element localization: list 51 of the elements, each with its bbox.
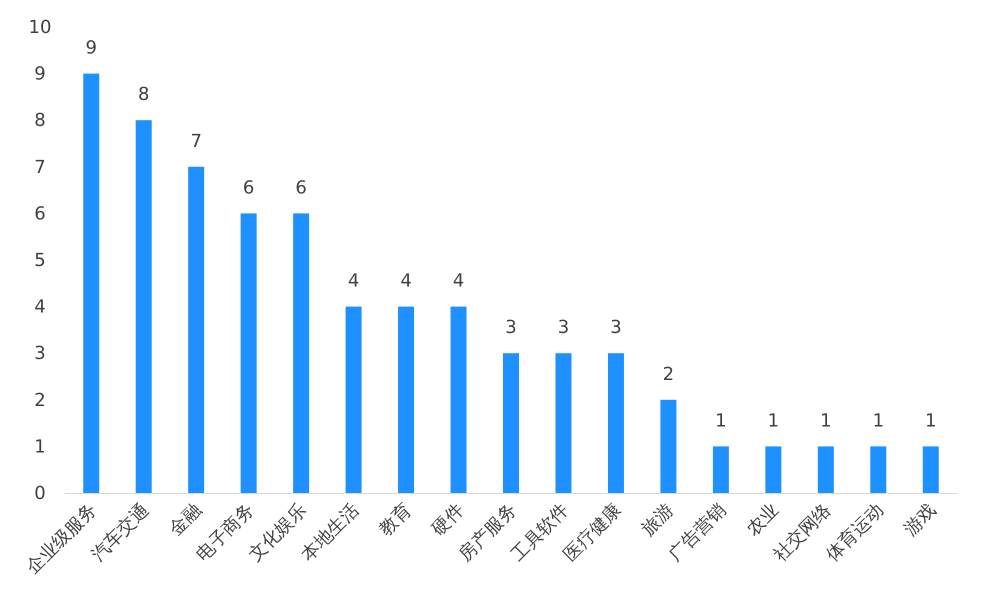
y-tick-label: 6 xyxy=(34,203,46,224)
x-tick-label: 游戏 xyxy=(900,500,940,540)
data-label: 6 xyxy=(295,177,307,198)
y-tick-label: 4 xyxy=(34,296,46,318)
data-label: 1 xyxy=(925,410,936,432)
data-label: 4 xyxy=(400,270,412,292)
bar xyxy=(398,306,414,493)
data-label: 8 xyxy=(138,84,150,106)
bar xyxy=(346,306,362,493)
bar xyxy=(818,446,834,493)
bar xyxy=(293,213,310,493)
y-tick-label: 10 xyxy=(28,17,52,38)
y-tick-label: 0 xyxy=(34,483,46,504)
bar xyxy=(660,400,676,493)
y-tick-label: 7 xyxy=(34,156,46,178)
bar xyxy=(450,306,467,493)
x-tick-label: 硬件 xyxy=(428,500,468,540)
data-label: 3 xyxy=(505,317,517,338)
data-label: 1 xyxy=(768,410,780,432)
bar xyxy=(922,446,939,493)
y-tick-label: 2 xyxy=(34,390,46,411)
data-label: 1 xyxy=(872,410,884,432)
y-tick-label: 1 xyxy=(34,436,46,458)
data-label: 2 xyxy=(662,364,674,385)
data-label: 7 xyxy=(190,130,202,152)
x-tick-label: 教育 xyxy=(375,500,416,540)
bar xyxy=(870,446,886,493)
y-tick-label: 5 xyxy=(34,250,46,271)
bar xyxy=(712,446,729,493)
bar xyxy=(503,353,519,493)
bar xyxy=(555,353,572,493)
bar xyxy=(188,166,204,493)
bar xyxy=(765,446,782,493)
y-tick-label: 3 xyxy=(34,343,46,364)
data-label: 3 xyxy=(610,317,622,338)
data-label: 4 xyxy=(348,270,360,292)
data-label: 3 xyxy=(558,317,570,338)
y-tick-label: 9 xyxy=(34,64,46,85)
x-tick-label: 旅游 xyxy=(638,500,678,540)
data-label: 1 xyxy=(715,410,727,432)
data-label: 1 xyxy=(820,410,832,432)
x-tick-label: 金融 xyxy=(165,500,206,540)
data-label: 6 xyxy=(242,177,254,198)
bar xyxy=(83,74,100,493)
y-tick-label: 8 xyxy=(34,110,46,132)
data-label: 4 xyxy=(452,270,464,292)
x-tick-label: 农业 xyxy=(742,500,783,540)
bar xyxy=(136,120,152,493)
data-label: 9 xyxy=(86,38,97,59)
bar xyxy=(240,213,257,493)
bar xyxy=(608,353,624,493)
